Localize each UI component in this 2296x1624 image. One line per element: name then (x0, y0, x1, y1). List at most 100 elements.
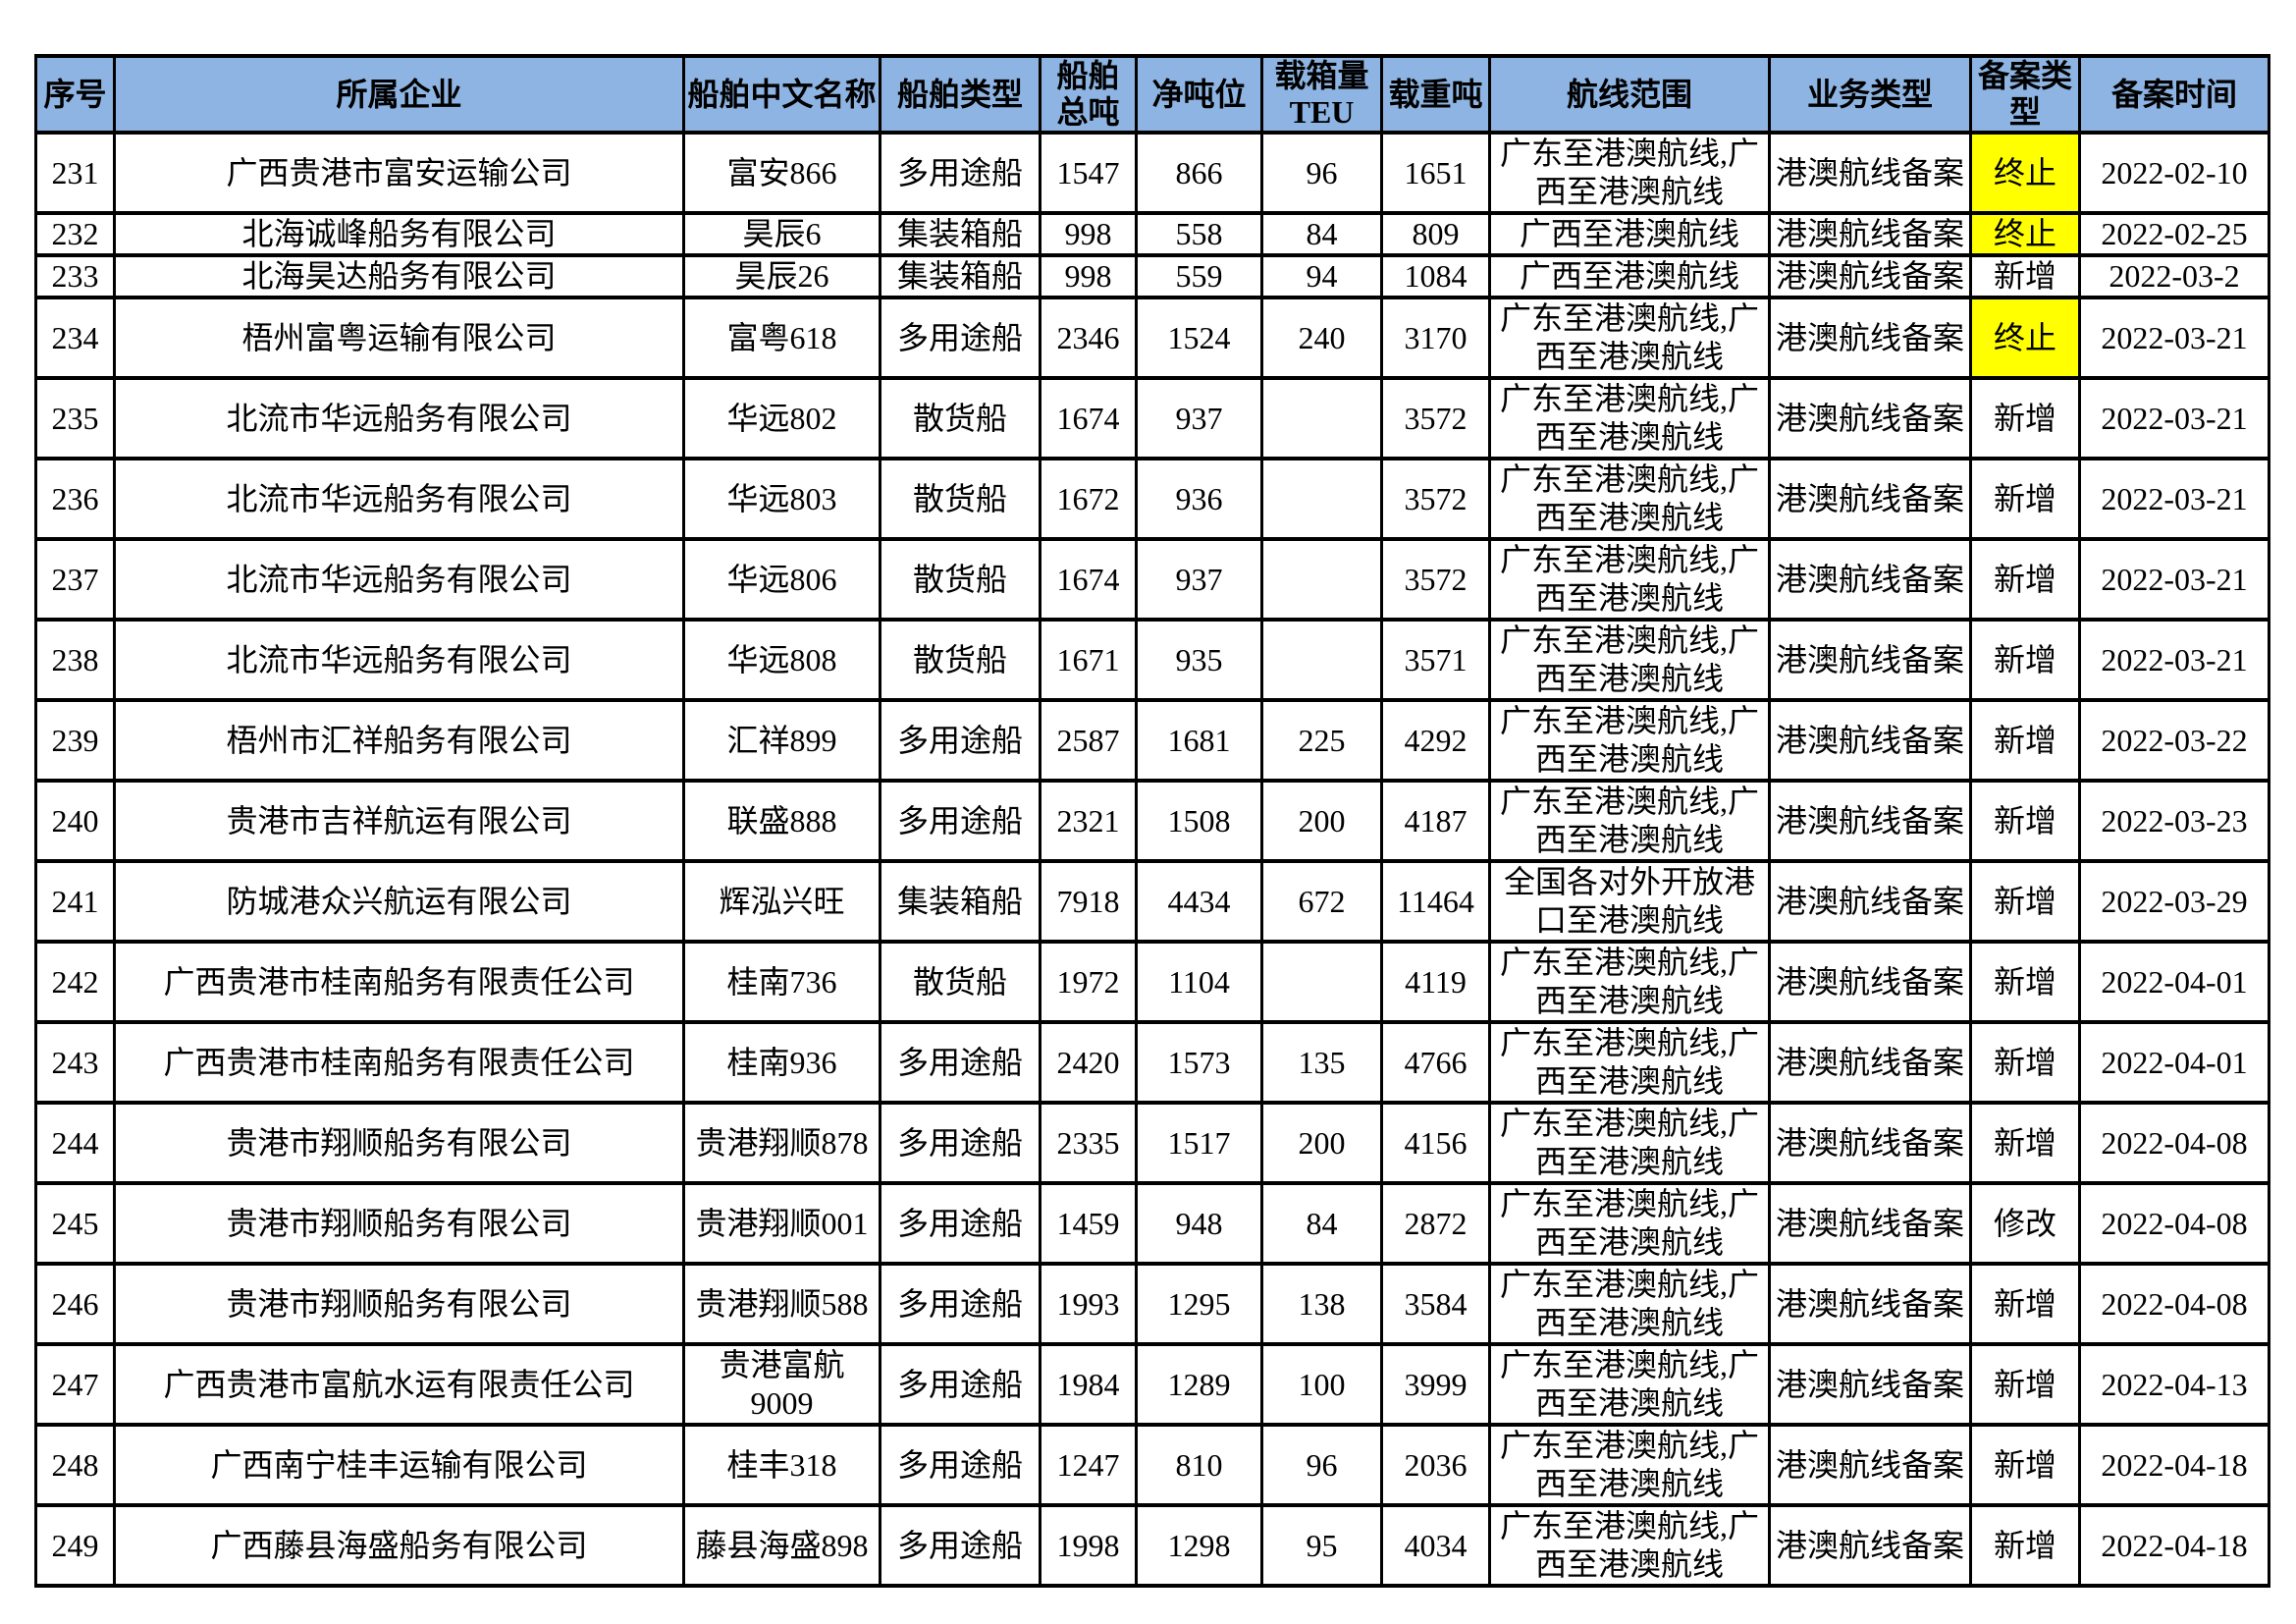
column-header-gross_tonnage: 船舶总吨 (1039, 54, 1138, 135)
cell-deadweight: 1651 (1380, 131, 1491, 215)
cell-deadweight: 3170 (1380, 296, 1491, 380)
cell-record-date: 2022-03-21 (2078, 457, 2270, 541)
cell-business-type: 港澳航线备案 (1768, 1423, 1972, 1507)
cell-ship-type: 散货船 (879, 376, 1041, 460)
cell-record-type: 新增 (1969, 779, 2081, 863)
cell-teu: 138 (1260, 1262, 1383, 1346)
table-row: 233 北海昊达船务有限公司 昊辰26 集装箱船 998 559 94 1084… (34, 253, 2270, 299)
column-header-ship_name: 船舶中文名称 (682, 54, 881, 135)
cell-record-type: 新增 (1969, 1342, 2081, 1427)
cell-seq: 237 (34, 537, 116, 622)
cell-company: 防城港众兴航运有限公司 (113, 859, 685, 944)
cell-company: 北流市华远船务有限公司 (113, 457, 685, 541)
cell-teu: 200 (1260, 1101, 1383, 1185)
table-row: 244 贵港市翔顺船务有限公司 贵港翔顺878 多用途船 2335 1517 2… (34, 1101, 2270, 1185)
cell-route: 广东至港澳航线,广西至港澳航线 (1488, 1342, 1771, 1427)
cell-net-tonnage: 559 (1135, 253, 1263, 299)
cell-deadweight: 4187 (1380, 779, 1491, 863)
cell-teu: 96 (1260, 131, 1383, 215)
cell-ship-name: 汇祥899 (682, 698, 881, 783)
cell-business-type: 港澳航线备案 (1768, 698, 1972, 783)
cell-ship-name: 华远806 (682, 537, 881, 622)
cell-seq: 236 (34, 457, 116, 541)
cell-ship-name: 藤县海盛898 (682, 1503, 881, 1588)
cell-route: 广东至港澳航线,广西至港澳航线 (1488, 618, 1771, 702)
table-row: 236 北流市华远船务有限公司 华远803 散货船 1672 936 3572 … (34, 457, 2270, 541)
cell-record-type: 终止 (1969, 211, 2081, 257)
cell-record-date: 2022-04-18 (2078, 1503, 2270, 1588)
cell-teu: 672 (1260, 859, 1383, 944)
cell-deadweight: 3571 (1380, 618, 1491, 702)
cell-record-date: 2022-04-08 (2078, 1262, 2270, 1346)
table-row: 243 广西贵港市桂南船务有限责任公司 桂南936 多用途船 2420 1573… (34, 1020, 2270, 1105)
cell-ship-type: 多用途船 (879, 1503, 1041, 1588)
cell-company: 北海昊达船务有限公司 (113, 253, 685, 299)
cell-business-type: 港澳航线备案 (1768, 376, 1972, 460)
cell-deadweight: 4119 (1380, 940, 1491, 1024)
cell-net-tonnage: 936 (1135, 457, 1263, 541)
cell-ship-name: 昊辰26 (682, 253, 881, 299)
cell-teu: 94 (1260, 253, 1383, 299)
column-header-seq: 序号 (34, 54, 116, 135)
cell-teu (1260, 618, 1383, 702)
cell-teu: 96 (1260, 1423, 1383, 1507)
column-header-net_tonnage: 净吨位 (1135, 54, 1263, 135)
cell-business-type: 港澳航线备案 (1768, 537, 1972, 622)
cell-company: 梧州市汇祥船务有限公司 (113, 698, 685, 783)
cell-teu (1260, 457, 1383, 541)
cell-record-date: 2022-03-21 (2078, 618, 2270, 702)
cell-record-date: 2022-03-29 (2078, 859, 2270, 944)
cell-ship-name: 贵港富航9009 (682, 1342, 881, 1427)
cell-business-type: 港澳航线备案 (1768, 1101, 1972, 1185)
cell-company: 广西南宁桂丰运输有限公司 (113, 1423, 685, 1507)
cell-record-date: 2022-04-13 (2078, 1342, 2270, 1427)
column-header-company: 所属企业 (113, 54, 685, 135)
cell-teu: 135 (1260, 1020, 1383, 1105)
cell-record-type: 新增 (1969, 1101, 2081, 1185)
cell-ship-type: 散货船 (879, 940, 1041, 1024)
cell-ship-name: 富安866 (682, 131, 881, 215)
cell-company: 广西贵港市富航水运有限责任公司 (113, 1342, 685, 1427)
cell-net-tonnage: 1289 (1135, 1342, 1263, 1427)
cell-ship-name: 贵港翔顺588 (682, 1262, 881, 1346)
cell-ship-name: 贵港翔顺001 (682, 1181, 881, 1266)
cell-seq: 246 (34, 1262, 116, 1346)
cell-seq: 247 (34, 1342, 116, 1427)
cell-ship-type: 散货船 (879, 618, 1041, 702)
column-header-route: 航线范围 (1488, 54, 1771, 135)
cell-net-tonnage: 937 (1135, 376, 1263, 460)
table-row: 248 广西南宁桂丰运输有限公司 桂丰318 多用途船 1247 810 96 … (34, 1423, 2270, 1507)
cell-deadweight: 11464 (1380, 859, 1491, 944)
cell-ship-type: 多用途船 (879, 131, 1041, 215)
cell-teu: 200 (1260, 779, 1383, 863)
table-row: 241 防城港众兴航运有限公司 辉泓兴旺 集装箱船 7918 4434 672 … (34, 859, 2270, 944)
cell-deadweight: 809 (1380, 211, 1491, 257)
table-row: 237 北流市华远船务有限公司 华远806 散货船 1674 937 3572 … (34, 537, 2270, 622)
cell-route: 广东至港澳航线,广西至港澳航线 (1488, 1423, 1771, 1507)
cell-seq: 238 (34, 618, 116, 702)
cell-business-type: 港澳航线备案 (1768, 1181, 1972, 1266)
cell-record-date: 2022-03-21 (2078, 296, 2270, 380)
cell-seq: 241 (34, 859, 116, 944)
cell-net-tonnage: 866 (1135, 131, 1263, 215)
table-body: 231 广西贵港市富安运输公司 富安866 多用途船 1547 866 96 1… (34, 131, 2270, 1588)
cell-ship-type: 集装箱船 (879, 253, 1041, 299)
cell-teu: 84 (1260, 211, 1383, 257)
cell-business-type: 港澳航线备案 (1768, 618, 1972, 702)
cell-route: 广东至港澳航线,广西至港澳航线 (1488, 537, 1771, 622)
cell-company: 北海诚峰船务有限公司 (113, 211, 685, 257)
cell-deadweight: 1084 (1380, 253, 1491, 299)
cell-record-type: 新增 (1969, 1020, 2081, 1105)
cell-seq: 240 (34, 779, 116, 863)
table-row: 239 梧州市汇祥船务有限公司 汇祥899 多用途船 2587 1681 225… (34, 698, 2270, 783)
cell-deadweight: 4034 (1380, 1503, 1491, 1588)
cell-company: 贵港市翔顺船务有限公司 (113, 1101, 685, 1185)
cell-gross-tonnage: 1547 (1039, 131, 1138, 215)
cell-ship-type: 多用途船 (879, 1262, 1041, 1346)
cell-ship-type: 散货船 (879, 537, 1041, 622)
cell-record-date: 2022-04-18 (2078, 1423, 2270, 1507)
cell-gross-tonnage: 1671 (1039, 618, 1138, 702)
cell-route: 广东至港澳航线,广西至港澳航线 (1488, 296, 1771, 380)
cell-route: 广东至港澳航线,广西至港澳航线 (1488, 1503, 1771, 1588)
